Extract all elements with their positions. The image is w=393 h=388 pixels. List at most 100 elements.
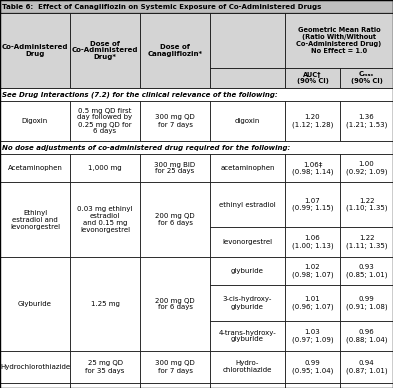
Text: 25 mg QD
for 35 days: 25 mg QD for 35 days — [85, 360, 125, 374]
Bar — [285, 154, 340, 182]
Bar — [70, 257, 140, 351]
Text: 1.00
(0.92; 1.09): 1.00 (0.92; 1.09) — [346, 161, 387, 175]
Bar — [70, 154, 140, 182]
Text: 0.96
(0.88; 1.04): 0.96 (0.88; 1.04) — [346, 329, 387, 343]
Bar — [285, 257, 340, 285]
Text: 1.36
(1.21; 1.53): 1.36 (1.21; 1.53) — [346, 114, 387, 128]
Bar — [210, 182, 285, 227]
Bar — [70, 13, 140, 88]
Bar — [210, 68, 285, 88]
Bar — [340, 285, 393, 321]
Text: 300 mg QD
for 7 days: 300 mg QD for 7 days — [155, 360, 195, 374]
Text: No dose adjustments of co-administered drug required for the following:: No dose adjustments of co-administered d… — [2, 144, 290, 151]
Text: 300 mg QD
for 7 days: 300 mg QD for 7 days — [155, 114, 195, 128]
Text: 1,000 mg: 1,000 mg — [88, 165, 122, 171]
Text: 1.07
(0.99; 1.15): 1.07 (0.99; 1.15) — [292, 198, 333, 211]
Bar — [140, 383, 210, 388]
Text: levonorgestrel: levonorgestrel — [222, 239, 273, 245]
Text: Dose of
Canagliflozin*: Dose of Canagliflozin* — [147, 44, 202, 57]
Text: 1.02
(0.98; 1.07): 1.02 (0.98; 1.07) — [292, 264, 333, 278]
Bar — [140, 257, 210, 351]
Bar — [340, 101, 393, 141]
Bar — [140, 182, 210, 257]
Bar — [285, 285, 340, 321]
Text: 4-trans-hydroxy-
glyburide: 4-trans-hydroxy- glyburide — [219, 329, 276, 343]
Bar — [0, 351, 70, 383]
Bar — [0, 141, 393, 154]
Bar — [0, 0, 393, 13]
Bar — [340, 321, 393, 351]
Bar — [70, 101, 140, 141]
Text: 300 mg BID
for 25 days: 300 mg BID for 25 days — [154, 161, 196, 175]
Bar — [0, 13, 70, 88]
Bar — [210, 285, 285, 321]
Bar — [285, 68, 340, 88]
Text: 1.22
(1.10; 1.35): 1.22 (1.10; 1.35) — [346, 198, 387, 211]
Bar — [0, 182, 70, 257]
Bar — [0, 383, 70, 388]
Bar — [140, 101, 210, 141]
Text: Digoxin: Digoxin — [22, 118, 48, 124]
Bar — [210, 383, 285, 388]
Text: 1.06‡
(0.98; 1.14): 1.06‡ (0.98; 1.14) — [292, 161, 333, 175]
Bar — [0, 101, 70, 141]
Text: glyburide: glyburide — [231, 268, 264, 274]
Text: Acetaminophen: Acetaminophen — [7, 165, 62, 171]
Text: 3-cis-hydroxy-
glyburide: 3-cis-hydroxy- glyburide — [223, 296, 272, 310]
Bar — [285, 101, 340, 141]
Bar — [0, 13, 393, 88]
Bar — [0, 88, 393, 101]
Bar — [340, 182, 393, 227]
Text: Co-Administered
Drug: Co-Administered Drug — [2, 44, 68, 57]
Bar — [70, 383, 140, 388]
Text: 0.94
(0.87; 1.01): 0.94 (0.87; 1.01) — [346, 360, 387, 374]
Text: 1.01
(0.96; 1.07): 1.01 (0.96; 1.07) — [292, 296, 333, 310]
Bar — [140, 351, 210, 383]
Text: digoxin: digoxin — [235, 118, 260, 124]
Bar — [285, 383, 340, 388]
Text: 200 mg QD
for 6 days: 200 mg QD for 6 days — [155, 213, 195, 226]
Bar — [340, 351, 393, 383]
Text: 1.03
(0.97; 1.09): 1.03 (0.97; 1.09) — [292, 329, 333, 343]
Bar — [340, 383, 393, 388]
Text: Geometric Mean Ratio
(Ratio With/Without
Co-Administered Drug)
No Effect = 1.0: Geometric Mean Ratio (Ratio With/Without… — [296, 27, 382, 54]
Bar — [210, 227, 285, 257]
Bar — [210, 321, 285, 351]
Text: See Drug Interactions (7.2) for the clinical relevance of the following:: See Drug Interactions (7.2) for the clin… — [2, 91, 277, 98]
Bar — [285, 227, 340, 257]
Text: 0.5 mg QD first
day followed by
0.25 mg QD for
6 days: 0.5 mg QD first day followed by 0.25 mg … — [77, 107, 132, 135]
Text: 1.25 mg: 1.25 mg — [90, 301, 119, 307]
Bar — [140, 13, 210, 88]
Bar — [210, 351, 285, 383]
Text: 1.20
(1.12; 1.28): 1.20 (1.12; 1.28) — [292, 114, 333, 128]
Bar — [285, 13, 393, 68]
Text: acetaminophen: acetaminophen — [220, 165, 275, 171]
Text: Table 6:  Effect of Canagliflozin on Systemic Exposure of Co-Administered Drugs: Table 6: Effect of Canagliflozin on Syst… — [2, 3, 321, 9]
Bar — [70, 182, 140, 257]
Text: Cₘₐₓ
(90% CI): Cₘₐₓ (90% CI) — [351, 71, 382, 85]
Bar — [210, 13, 285, 68]
Bar — [340, 257, 393, 285]
Text: Hydrochlorothiazide: Hydrochlorothiazide — [0, 364, 70, 370]
Bar — [210, 101, 285, 141]
Bar — [140, 154, 210, 182]
Text: Glyburide: Glyburide — [18, 301, 52, 307]
Bar — [340, 227, 393, 257]
Text: 0.99
(0.91; 1.08): 0.99 (0.91; 1.08) — [346, 296, 387, 310]
Bar — [210, 154, 285, 182]
Text: Dose of
Co-Administered
Drug*: Dose of Co-Administered Drug* — [72, 40, 138, 61]
Text: 0.03 mg ethinyl
estradiol
and 0.15 mg
levonorgestrel: 0.03 mg ethinyl estradiol and 0.15 mg le… — [77, 206, 133, 233]
Bar — [340, 68, 393, 88]
Text: AUC†
(90% CI): AUC† (90% CI) — [297, 71, 329, 85]
Bar — [0, 154, 70, 182]
Text: 1.22
(1.11; 1.35): 1.22 (1.11; 1.35) — [346, 235, 387, 249]
Text: 200 mg QD
for 6 days: 200 mg QD for 6 days — [155, 298, 195, 310]
Bar — [285, 351, 340, 383]
Text: 0.93
(0.85; 1.01): 0.93 (0.85; 1.01) — [346, 264, 387, 278]
Bar — [210, 257, 285, 285]
Text: 0.99
(0.95; 1.04): 0.99 (0.95; 1.04) — [292, 360, 333, 374]
Bar — [340, 154, 393, 182]
Text: Hydro-
chlorothiazide: Hydro- chlorothiazide — [223, 360, 272, 374]
Bar — [285, 182, 340, 227]
Bar — [70, 351, 140, 383]
